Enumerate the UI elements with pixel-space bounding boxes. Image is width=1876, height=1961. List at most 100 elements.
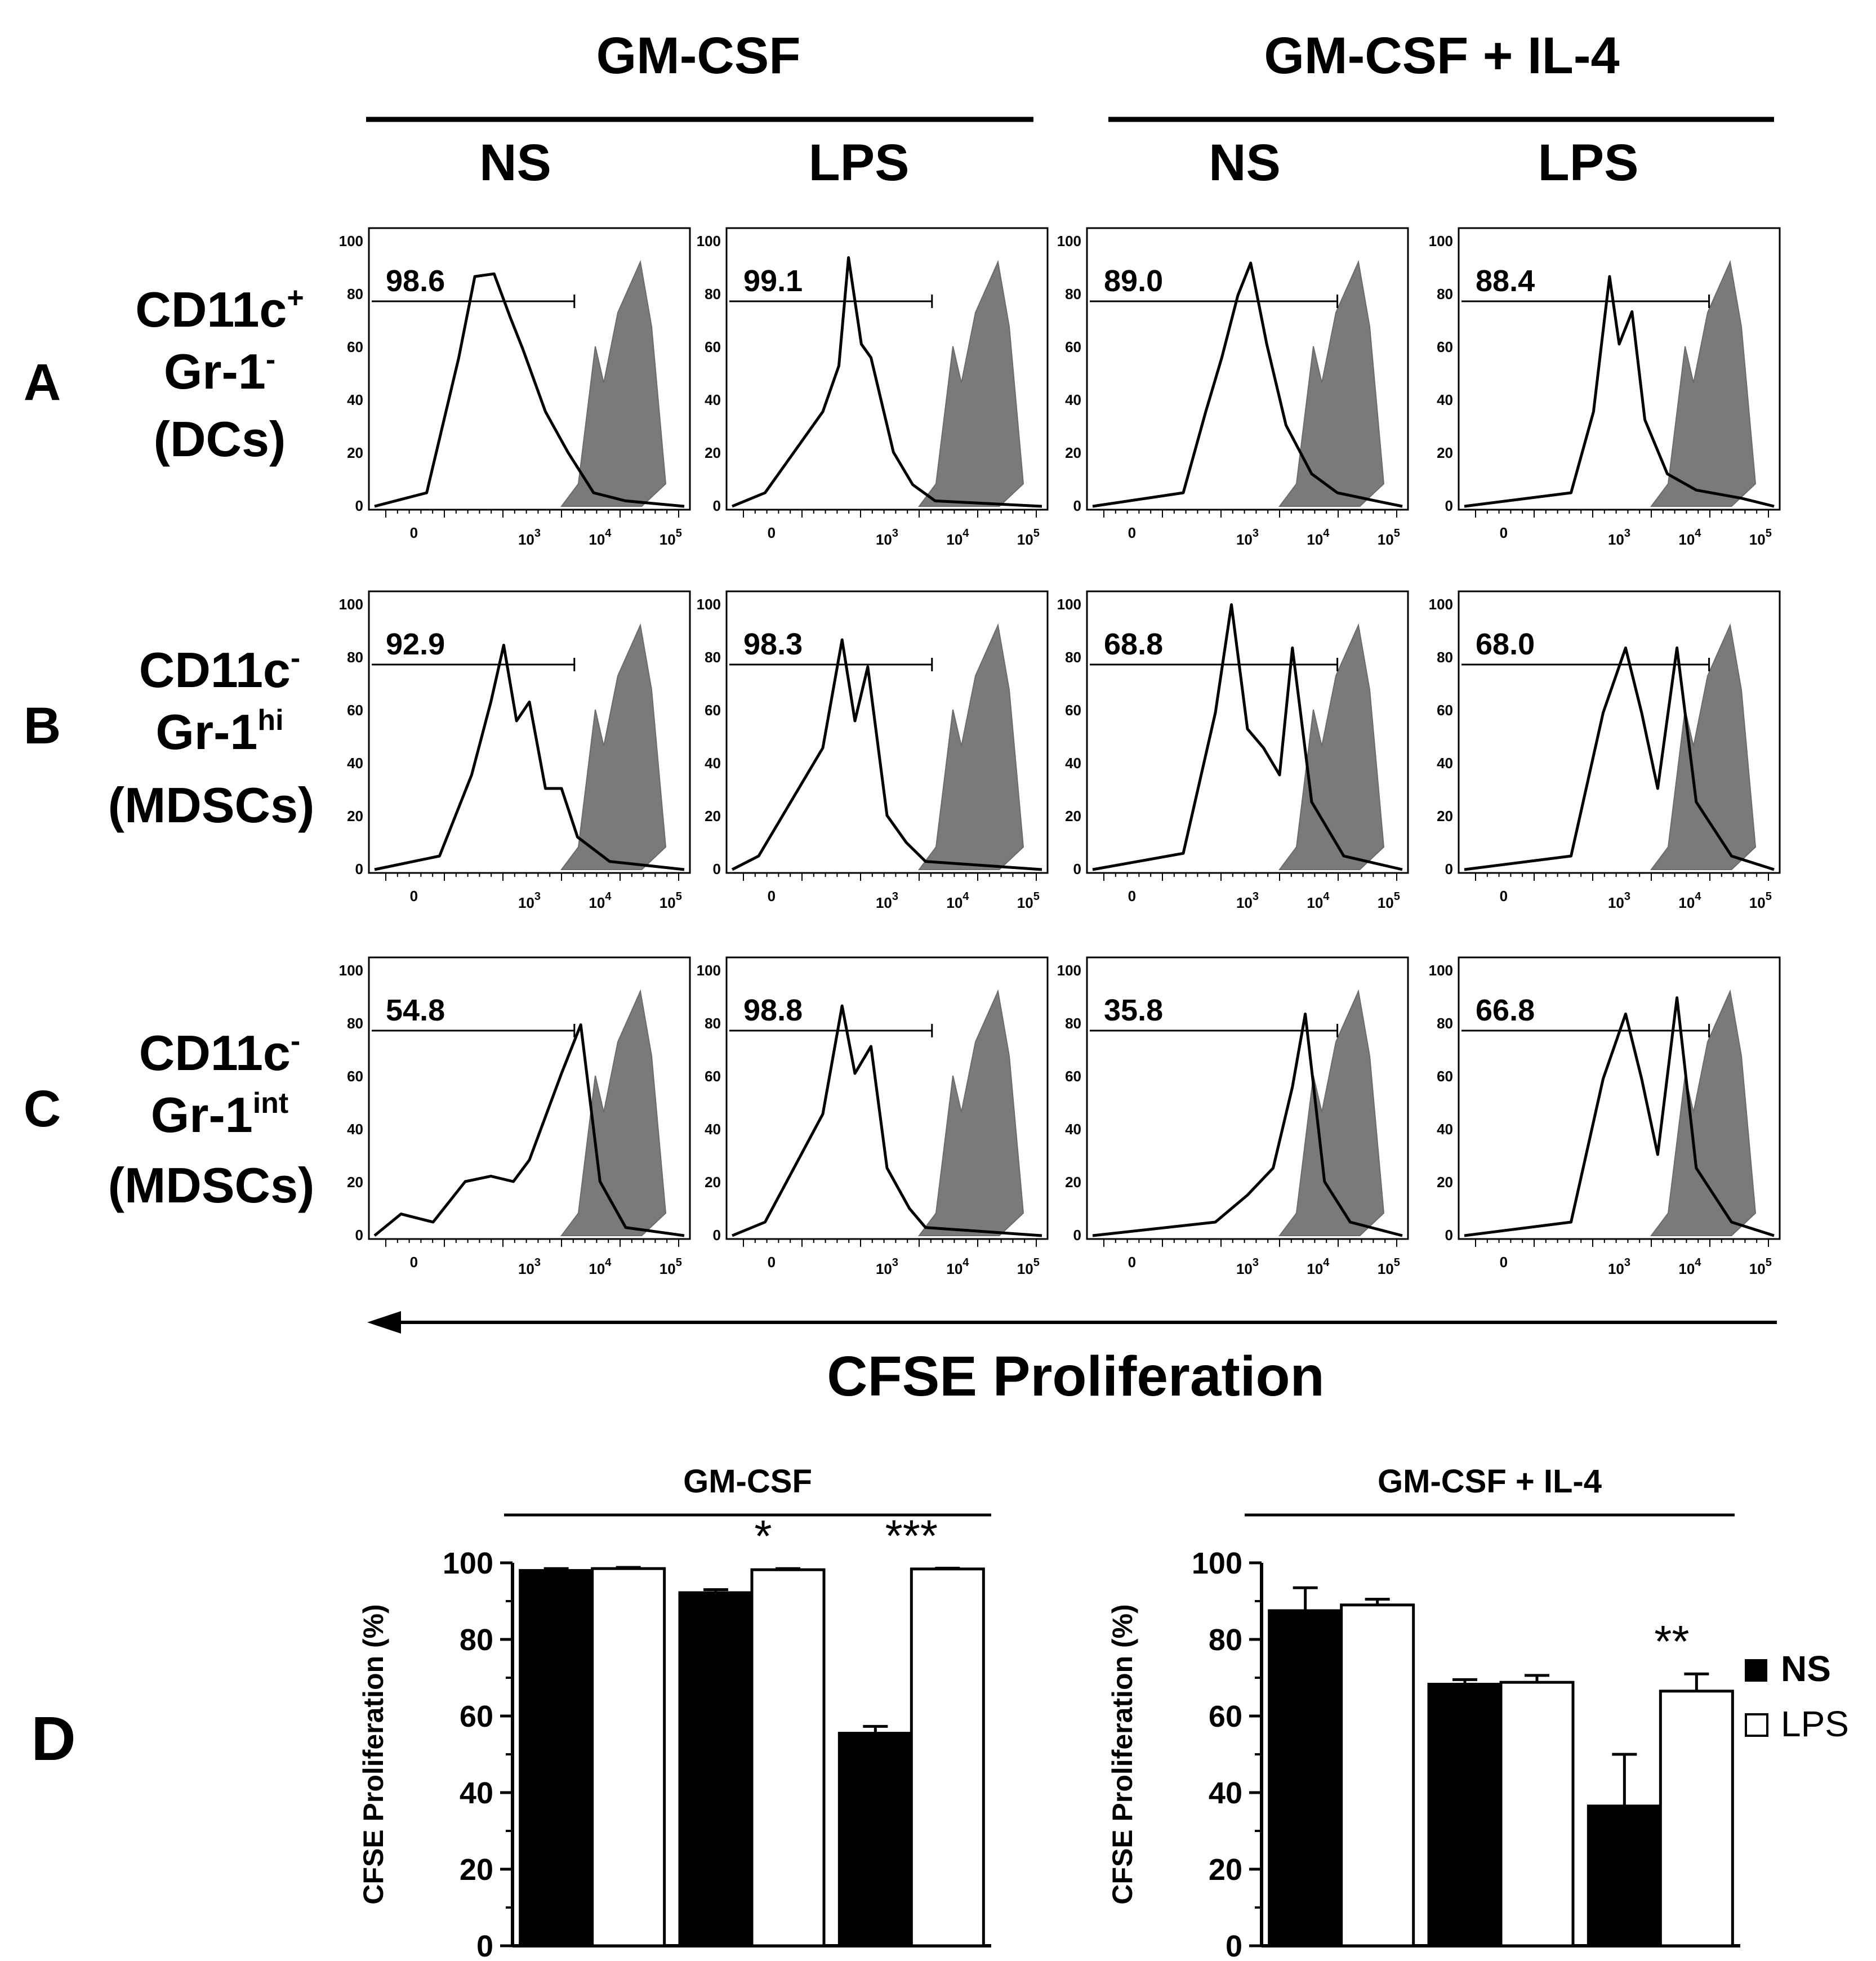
histogram-x-tick: 103 <box>1608 890 1630 911</box>
histogram-y-tick: 60 <box>1065 702 1081 719</box>
legend-ns-swatch <box>1745 1659 1767 1682</box>
control-peak <box>560 989 667 1236</box>
bar-chart-y-label: CFSE Proliferation (%) <box>358 1604 389 1904</box>
sample-trace <box>1092 1012 1403 1237</box>
histogram-x-tick: 0 <box>1128 888 1136 904</box>
gate-percent: 92.9 <box>386 627 445 661</box>
gate-percent: 98.8 <box>743 993 803 1027</box>
control-peak <box>918 260 1024 507</box>
control-peak <box>1650 989 1757 1236</box>
histogram-x-tick: 0 <box>410 1254 418 1271</box>
histogram-y-tick: 60 <box>705 702 721 719</box>
sample-trace <box>374 272 685 508</box>
histogram-y-tick: 20 <box>1437 444 1453 461</box>
histogram-frame <box>1086 956 1409 1240</box>
bar-ns <box>1268 1609 1343 1947</box>
histogram-y-tick: 80 <box>347 1015 363 1032</box>
histogram-x-tick: 104 <box>1307 890 1330 911</box>
histogram-x-tick: 105 <box>1749 890 1772 911</box>
histogram-y-tick: 40 <box>1065 1121 1081 1138</box>
histogram-panel: 99.1 0 20 40 60 80 100 0 103 104 105 <box>697 227 1049 548</box>
histogram-y-tick: 0 <box>1073 497 1081 514</box>
row-c-line2: Gr-1int <box>151 1087 288 1143</box>
histogram-y-tick: 100 <box>1057 962 1081 979</box>
row-b-line2: Gr-1hi <box>155 704 283 760</box>
bar-chart-title: GM-CSF <box>683 1463 812 1500</box>
sample-trace <box>1464 996 1775 1237</box>
control-peak <box>1278 260 1385 507</box>
histogram-x-tick: 105 <box>1017 890 1040 911</box>
histogram-x-tick: 104 <box>1678 1256 1701 1277</box>
histogram-y-tick: 20 <box>347 1174 363 1191</box>
bar-lps <box>591 1567 666 1947</box>
row-a-line1: CD11c+ <box>135 282 304 337</box>
control-peak <box>560 260 667 507</box>
bar-lps <box>750 1568 826 1947</box>
significance-marker: *** <box>885 1511 938 1561</box>
sample-trace <box>1092 603 1403 871</box>
histogram-y-tick: 100 <box>1429 596 1453 613</box>
histogram-x-tick: 105 <box>660 1256 682 1277</box>
histogram-y-tick: 40 <box>1065 391 1081 408</box>
histogram-y-tick: 40 <box>705 391 721 408</box>
histogram-x-tick: 105 <box>1378 527 1400 548</box>
gate-percent: 98.6 <box>386 264 445 298</box>
histogram-y-tick: 0 <box>713 1227 721 1244</box>
bar-ns <box>519 1569 594 1947</box>
legend: NS LPS <box>1745 1648 1849 1744</box>
row-letter-a: A <box>24 354 61 411</box>
histogram-y-tick: 0 <box>1445 861 1453 877</box>
gate-percent: 35.8 <box>1104 993 1163 1027</box>
histogram-y-tick: 40 <box>347 391 363 408</box>
bar-chart-category-label: GR-1int <box>857 1958 966 1961</box>
gate-percent: 66.8 <box>1476 993 1535 1027</box>
histogram-y-tick: 20 <box>347 808 363 824</box>
histogram-x-tick: 104 <box>589 890 612 911</box>
histogram-y-tick: 80 <box>705 1015 721 1032</box>
histogram-x-tick: 104 <box>1678 527 1701 548</box>
control-peak <box>560 623 667 870</box>
histogram-panel: 98.6 0 20 40 60 80 100 0 103 104 105 <box>339 227 691 548</box>
bar-chart-y-tick: 100 <box>443 1546 493 1580</box>
histogram-x-tick: 103 <box>876 1256 898 1277</box>
row-labels: A CD11c+ Gr-1- (DCs) B CD11c- Gr-1hi (MD… <box>24 282 315 1213</box>
histogram-y-tick: 100 <box>1057 233 1081 249</box>
bar-chart-y-tick: 80 <box>460 1623 493 1657</box>
histogram-panel: 98.3 0 20 40 60 80 100 0 103 104 105 <box>697 590 1049 911</box>
histogram-panel: 35.8 0 20 40 60 80 100 0 103 104 105 <box>1057 956 1409 1277</box>
histogram-x-tick: 105 <box>660 890 682 911</box>
histogram-x-tick: 103 <box>876 890 898 911</box>
histogram-y-tick: 20 <box>1065 1174 1081 1191</box>
significance-marker: * <box>754 1511 772 1561</box>
bar-chart-y-tick: 80 <box>1209 1623 1242 1657</box>
bar-chart-y-tick: 0 <box>476 1929 493 1961</box>
control-peak <box>1278 623 1385 870</box>
bar-chart-y-tick: 20 <box>460 1853 493 1887</box>
histogram-x-tick: 105 <box>1378 1256 1400 1277</box>
histogram-y-tick: 20 <box>1065 444 1081 461</box>
column-headers: GM-CSF GM-CSF + IL-4 NS LPS NS LPS <box>366 27 1774 191</box>
histogram-y-tick: 40 <box>1437 755 1453 772</box>
histogram-y-tick: 0 <box>355 497 363 514</box>
histogram-panel: 92.9 0 20 40 60 80 100 0 103 104 105 <box>339 590 691 911</box>
histogram-y-tick: 0 <box>1445 1227 1453 1244</box>
bar-ns <box>837 1732 913 1947</box>
bar-chart-y-tick: 0 <box>1226 1929 1242 1961</box>
histogram-y-tick: 80 <box>347 286 363 302</box>
sample-trace <box>373 1023 685 1237</box>
histogram-panel: 98.8 0 20 40 60 80 100 0 103 104 105 <box>697 956 1049 1277</box>
histogram-y-tick: 100 <box>339 596 363 613</box>
histogram-y-tick: 0 <box>1073 1227 1081 1244</box>
row-c-line3: (MDSCs) <box>108 1157 315 1213</box>
histogram-y-tick: 80 <box>347 649 363 666</box>
bar-chart-y-tick: 100 <box>1192 1546 1242 1580</box>
histogram-x-tick: 0 <box>1128 1254 1136 1271</box>
bar-chart-y-tick: 40 <box>460 1776 493 1810</box>
histogram-x-tick: 104 <box>589 527 612 548</box>
bar-chart-y-tick: 40 <box>1209 1776 1242 1810</box>
gate-percent: 68.0 <box>1476 627 1535 661</box>
histogram-x-tick: 0 <box>768 524 776 541</box>
histogram-y-tick: 20 <box>1437 1174 1453 1191</box>
gate-percent: 89.0 <box>1104 264 1163 298</box>
gate-percent: 88.4 <box>1476 264 1535 298</box>
